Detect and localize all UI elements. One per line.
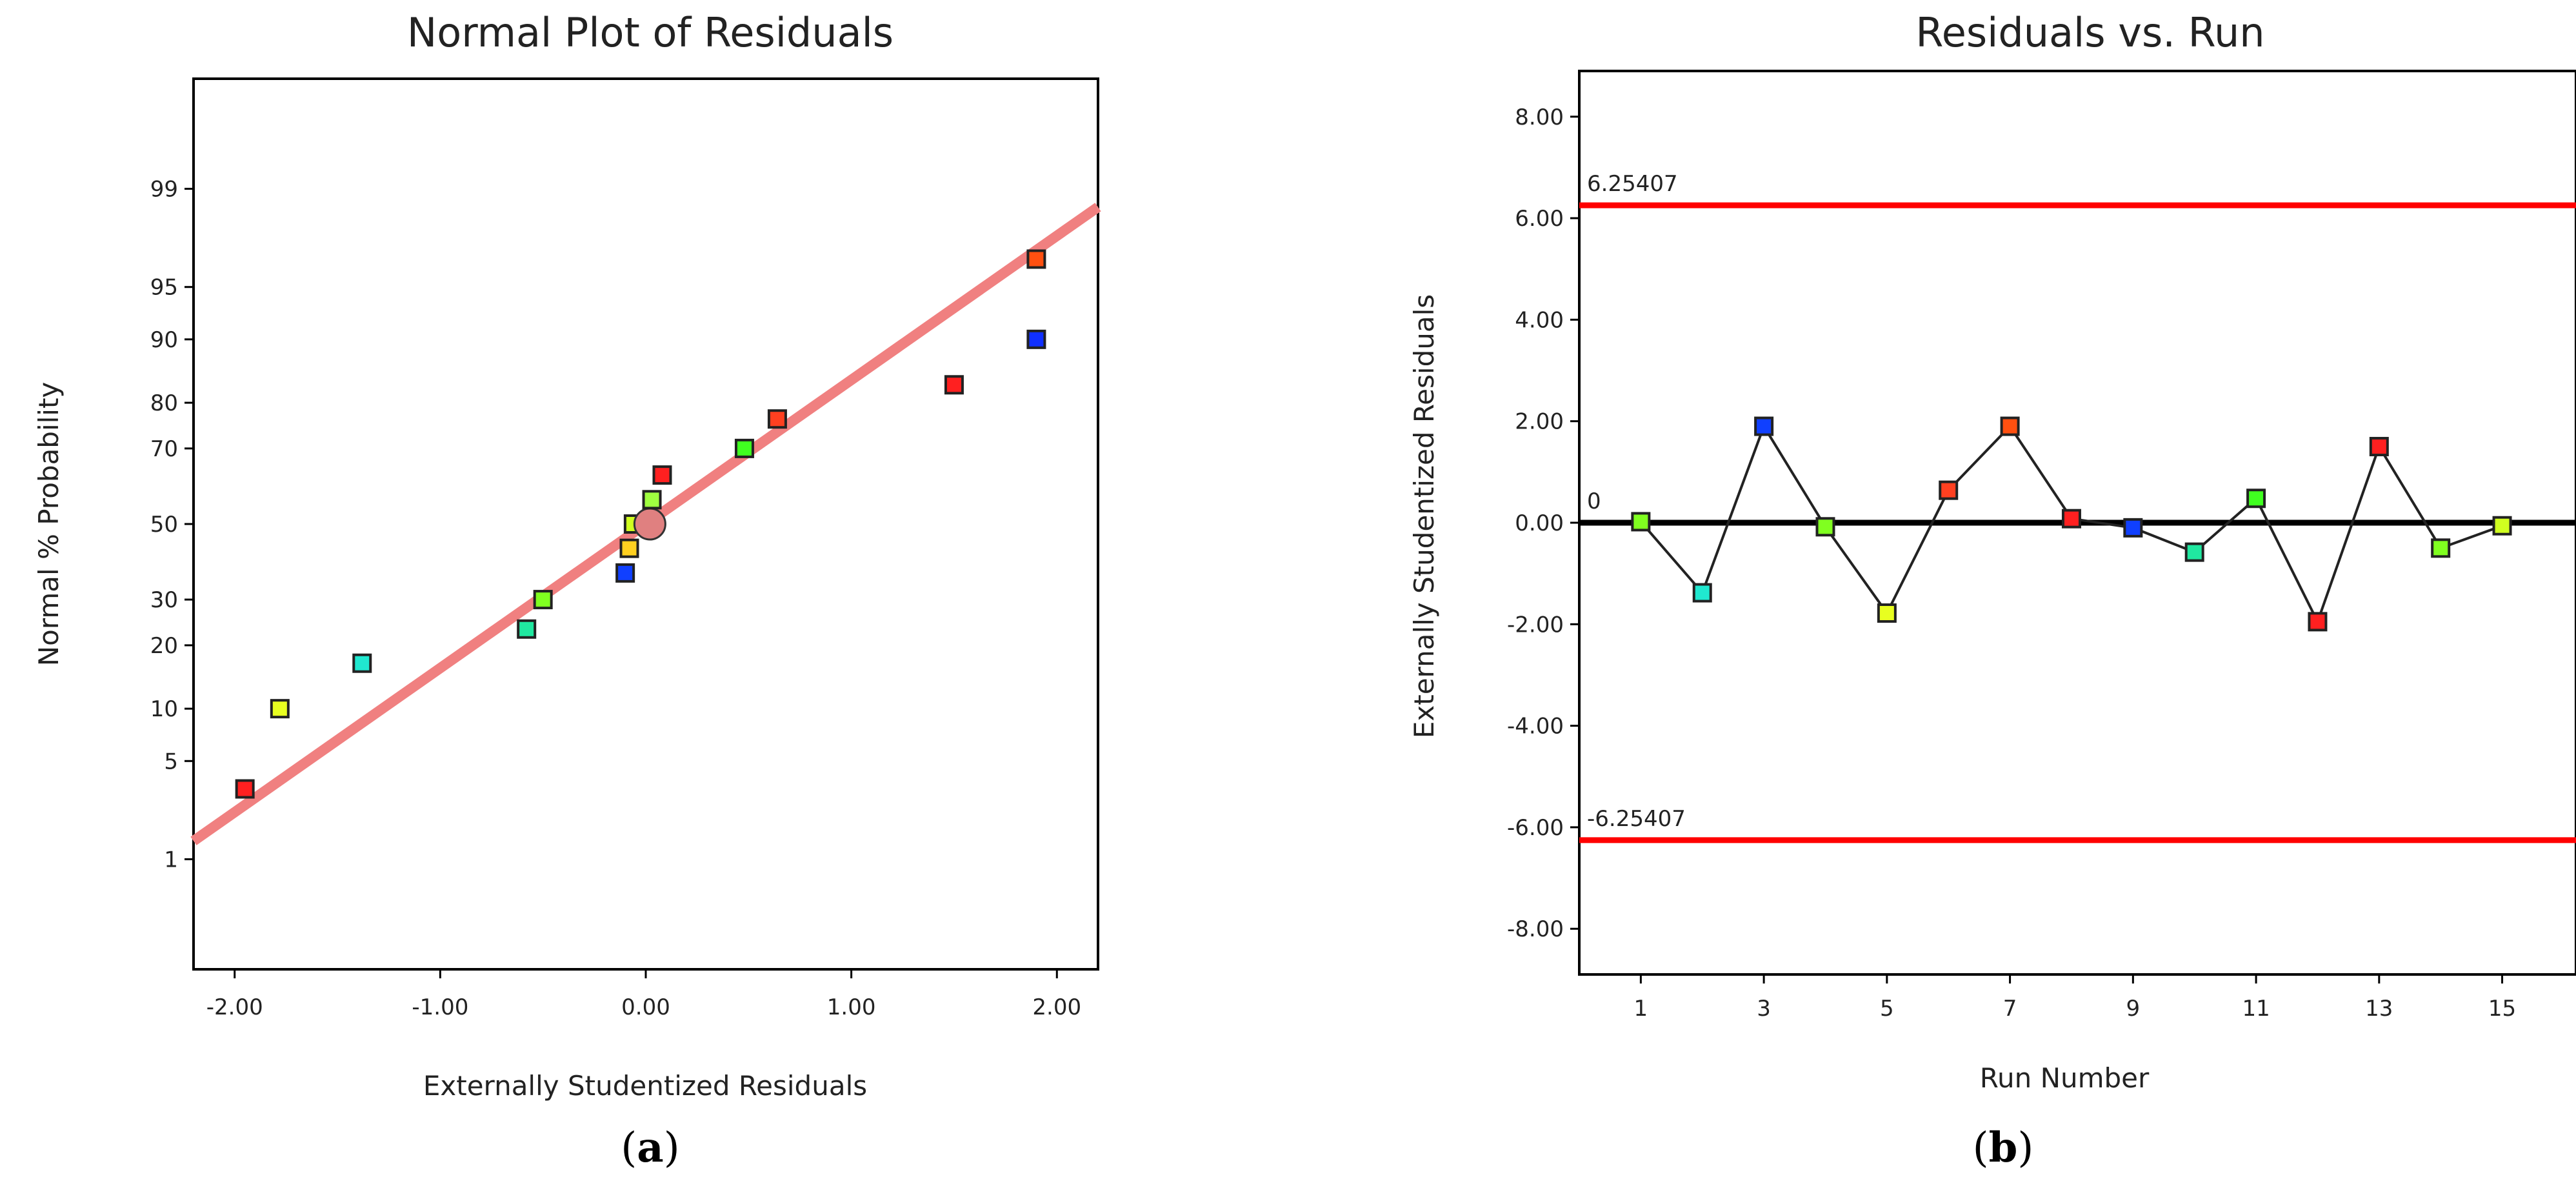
run-residual-point	[1754, 416, 1774, 436]
normal-residual-point	[352, 653, 372, 673]
normal-plot-title: Normal Plot of Residuals	[407, 9, 894, 56]
normal-y-tick-label: 90	[150, 327, 178, 353]
run-x-tick-label: 3	[1757, 996, 1771, 1022]
run-x-tick-label: 11	[2242, 996, 2270, 1022]
run-y-tick-label: 6.00	[1515, 206, 1564, 232]
zero-line-label: 0	[1587, 489, 1601, 514]
run-residual-point	[2431, 538, 2451, 558]
run-x-tick-label: 7	[2003, 996, 2017, 1022]
residuals-run-points	[1631, 416, 2512, 632]
lower-limit-label: -6.25407	[1587, 806, 1686, 832]
residuals-vs-run-panel: Residuals vs. Run -8.00 -6.00 -4.00 -2.00 0.…	[1408, 9, 2576, 1172]
normal-centroid-marker	[633, 507, 666, 541]
run-residual-point	[1631, 512, 1651, 532]
run-y-tick-label: 8.00	[1515, 105, 1564, 130]
residuals-run-y-label: Externally Studentized Residuals	[1408, 294, 1440, 738]
run-residual-point	[2369, 437, 2389, 457]
normal-y-tick-label: 10	[150, 696, 178, 722]
run-y-tick-label: -8.00	[1507, 916, 1564, 942]
upper-limit-label: 6.25407	[1587, 171, 1678, 197]
caption-b: (b)	[1973, 1124, 2034, 1172]
normal-plot-points	[235, 249, 1046, 799]
run-y-tick-label: 2.00	[1515, 409, 1564, 435]
normal-y-tick-label: 30	[150, 587, 178, 613]
run-residual-point	[1692, 583, 1712, 603]
normal-x-tick-label: -2.00	[206, 994, 263, 1020]
residuals-run-x-label: Run Number	[1980, 1062, 2150, 1094]
normal-residual-point	[235, 779, 255, 799]
normal-residual-point	[533, 590, 553, 610]
normal-residual-point	[619, 538, 639, 558]
normal-residual-point	[652, 465, 672, 485]
normal-plot-panel: Normal Plot of Residuals 1 5 10 20 30 50 70 80 9…	[33, 9, 1101, 1172]
normal-x-tick-label: 2.00	[1032, 994, 1081, 1020]
run-y-tick-label: 0.00	[1515, 510, 1564, 536]
run-x-tick-label: 1	[1634, 996, 1648, 1022]
normal-y-tick-label: 5	[164, 749, 178, 774]
normal-y-tick-label: 80	[150, 390, 178, 416]
run-residual-point	[2184, 542, 2204, 562]
normal-y-tick-label: 99	[150, 177, 178, 203]
normal-x-tick-label: 1.00	[827, 994, 876, 1020]
run-x-tick-label: 5	[1880, 996, 1894, 1022]
run-residual-point	[2246, 489, 2266, 509]
normal-plot-x-ticks: -2.00 -1.00 0.00 1.00 2.00	[206, 969, 1081, 1020]
residuals-run-x-ticks: 1 3 5 7 9 11 13 15	[1634, 974, 2516, 1022]
normal-residual-point	[1026, 249, 1046, 269]
normal-x-tick-label: 0.00	[621, 994, 670, 1020]
normal-residual-point	[270, 699, 290, 719]
residuals-run-y-ticks: -8.00 -6.00 -4.00 -2.00 0.00 2.00 4.00 6.00 8.00	[1507, 105, 1579, 942]
normal-residual-point	[642, 490, 662, 510]
run-residual-point	[2123, 518, 2143, 538]
run-x-tick-label: 13	[2365, 996, 2393, 1022]
normal-residual-point	[734, 438, 754, 458]
normal-residual-point	[1026, 329, 1046, 349]
caption-a: (a)	[621, 1124, 679, 1172]
normal-residual-point	[615, 563, 635, 583]
normal-y-tick-label: 20	[150, 633, 178, 659]
normal-residual-point	[944, 375, 964, 395]
run-x-tick-label: 15	[2488, 996, 2516, 1022]
run-residual-point	[2492, 516, 2512, 536]
normal-y-tick-label: 50	[150, 512, 178, 538]
normal-y-tick-label: 1	[164, 847, 178, 872]
normal-x-tick-label: -1.00	[412, 994, 468, 1020]
run-residual-point	[1877, 603, 1897, 623]
run-y-tick-label: -4.00	[1507, 714, 1564, 740]
run-residual-point	[2061, 509, 2081, 529]
caption-a-letter: a	[637, 1124, 663, 1172]
run-y-tick-label: 4.00	[1515, 307, 1564, 333]
normal-residual-point	[517, 619, 537, 639]
normal-plot-y-ticks: 1 5 10 20 30 50 70 80 90 95 99	[150, 177, 194, 872]
caption-b-letter: b	[1989, 1124, 2018, 1172]
run-residual-point	[2000, 416, 2020, 436]
run-residual-point	[1815, 517, 1835, 537]
run-y-tick-label: -6.00	[1507, 815, 1564, 841]
normal-y-tick-label: 95	[150, 275, 178, 301]
run-y-tick-label: -2.00	[1507, 612, 1564, 638]
run-x-tick-label: 9	[2126, 996, 2141, 1022]
residuals-run-title: Residuals vs. Run	[1915, 9, 2264, 56]
normal-plot-x-label: Externally Studentized Residuals	[423, 1070, 867, 1102]
normal-residual-point	[767, 409, 787, 429]
normal-y-tick-label: 70	[150, 436, 178, 462]
run-residual-point	[1939, 480, 1959, 500]
run-residual-point	[2308, 612, 2328, 632]
normal-plot-y-label: Normal % Probability	[33, 382, 65, 667]
